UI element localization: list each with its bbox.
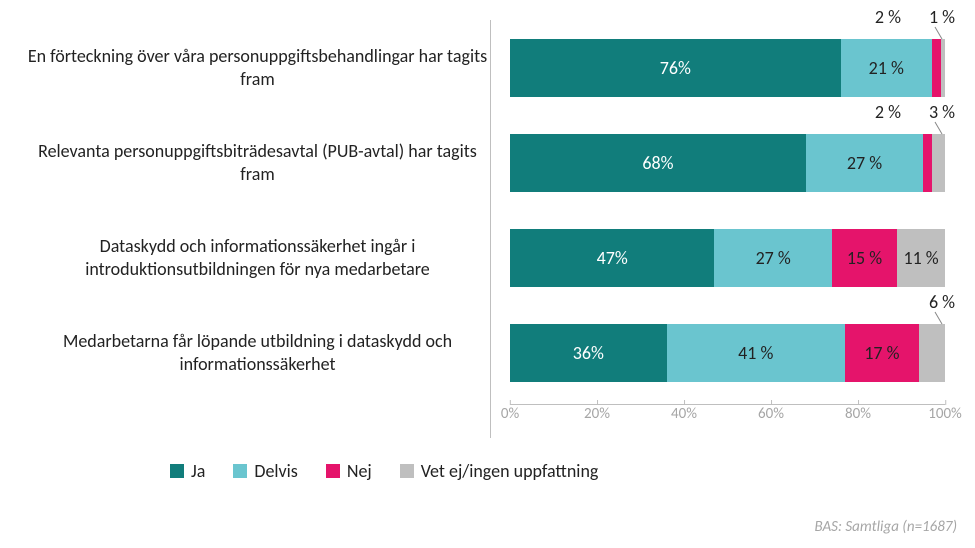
row-label: En förteckning över våra personuppgiftsb… xyxy=(20,45,510,90)
row-label: Relevanta personuppgiftsbiträdesavtal (P… xyxy=(20,140,510,185)
x-tick: 100% xyxy=(928,405,962,423)
bar-segment-nej xyxy=(923,134,932,192)
bar-segment-vetej xyxy=(932,134,945,192)
bar-segment-ja: 36% xyxy=(510,324,667,382)
row-label: Medarbetarna får löpande utbildning i da… xyxy=(20,330,510,375)
x-tick: 60% xyxy=(758,405,784,423)
bar-wrap: 47% 27 % 15 % 11 % xyxy=(510,210,945,305)
bar-wrap: 36%41 %17 %6 % xyxy=(510,305,945,400)
x-tick: 80% xyxy=(845,405,871,423)
stacked-bar: 76% 21 % xyxy=(510,39,945,97)
row-label: Dataskydd och informationssäkerhet ingår… xyxy=(20,235,510,280)
footnote: BAS: Samtliga (n=1687) xyxy=(815,518,958,536)
x-tick: 0% xyxy=(501,405,519,423)
bar-segment-delvis: 21 % xyxy=(841,39,932,97)
segment-value-label: 68% xyxy=(642,152,673,174)
callout-value: 6 % xyxy=(929,291,955,313)
x-tick: 40% xyxy=(671,405,697,423)
stacked-bar: 47% 27 % 15 % 11 % xyxy=(510,229,945,287)
stacked-bar-chart: En förteckning över våra personuppgiftsb… xyxy=(20,20,945,400)
bar-segment-ja: 47% xyxy=(510,229,714,287)
legend-swatch xyxy=(400,464,414,478)
callout-labels: 6 % xyxy=(929,291,955,313)
legend-item-ja: Ja xyxy=(170,460,205,482)
stacked-bar: 36% 41 % 17 % xyxy=(510,324,945,382)
callout-value: 2 % xyxy=(875,6,901,28)
stacked-bar: 68% 27 % xyxy=(510,134,945,192)
callout-value: 3 % xyxy=(929,101,955,123)
segment-value-label: 15 % xyxy=(847,247,882,269)
x-axis: 0%20%40%60%80%100% xyxy=(20,404,945,430)
bar-segment-ja: 68% xyxy=(510,134,806,192)
legend-label: Nej xyxy=(347,460,372,482)
callout-labels: 2 % 3 % xyxy=(875,101,955,123)
legend-swatch xyxy=(170,464,184,478)
legend-label: Delvis xyxy=(254,460,297,482)
segment-value-label: 21 % xyxy=(869,57,904,79)
bar-segment-delvis: 41 % xyxy=(667,324,845,382)
bar-wrap: 68%27 %2 %3 % xyxy=(510,115,945,210)
segment-value-label: 11 % xyxy=(903,247,938,269)
bar-segment-ja: 76% xyxy=(510,39,841,97)
bar-segment-nej xyxy=(932,39,941,97)
leader-line xyxy=(935,122,943,135)
bar-segment-nej: 15 % xyxy=(832,229,897,287)
chart-row: Medarbetarna får löpande utbildning i da… xyxy=(20,305,945,400)
legend-swatch xyxy=(233,464,247,478)
chart-row: Dataskydd och informationssäkerhet ingår… xyxy=(20,210,945,305)
legend-item-vetej: Vet ej/ingen uppfattning xyxy=(400,460,599,482)
segment-value-label: 17 % xyxy=(864,342,899,364)
x-tick: 20% xyxy=(584,405,610,423)
segment-value-label: 41 % xyxy=(738,342,773,364)
bar-segment-delvis: 27 % xyxy=(714,229,831,287)
segment-value-label: 76% xyxy=(660,57,691,79)
bar-segment-vetej xyxy=(919,324,945,382)
legend-label: Vet ej/ingen uppfattning xyxy=(421,460,599,482)
segment-value-label: 27 % xyxy=(847,152,882,174)
callout-value: 1 % xyxy=(929,6,955,28)
bar-segment-vetej: 11 % xyxy=(897,229,945,287)
segment-value-label: 36% xyxy=(573,342,604,364)
callout-labels: 2 % 1 % xyxy=(875,6,955,28)
legend: Ja Delvis Nej Vet ej/ingen uppfattning xyxy=(20,460,945,482)
legend-item-delvis: Delvis xyxy=(233,460,297,482)
bar-segment-nej: 17 % xyxy=(845,324,919,382)
callout-value: 2 % xyxy=(875,101,901,123)
segment-value-label: 27 % xyxy=(756,247,791,269)
legend-label: Ja xyxy=(191,460,205,482)
leader-line xyxy=(935,312,943,325)
legend-swatch xyxy=(326,464,340,478)
chart-row: En förteckning över våra personuppgiftsb… xyxy=(20,20,945,115)
bar-segment-vetej xyxy=(941,39,945,97)
leader-line xyxy=(935,27,943,40)
bar-segment-delvis: 27 % xyxy=(806,134,923,192)
chart-row: Relevanta personuppgiftsbiträdesavtal (P… xyxy=(20,115,945,210)
legend-item-nej: Nej xyxy=(326,460,372,482)
segment-value-label: 47% xyxy=(597,247,628,269)
